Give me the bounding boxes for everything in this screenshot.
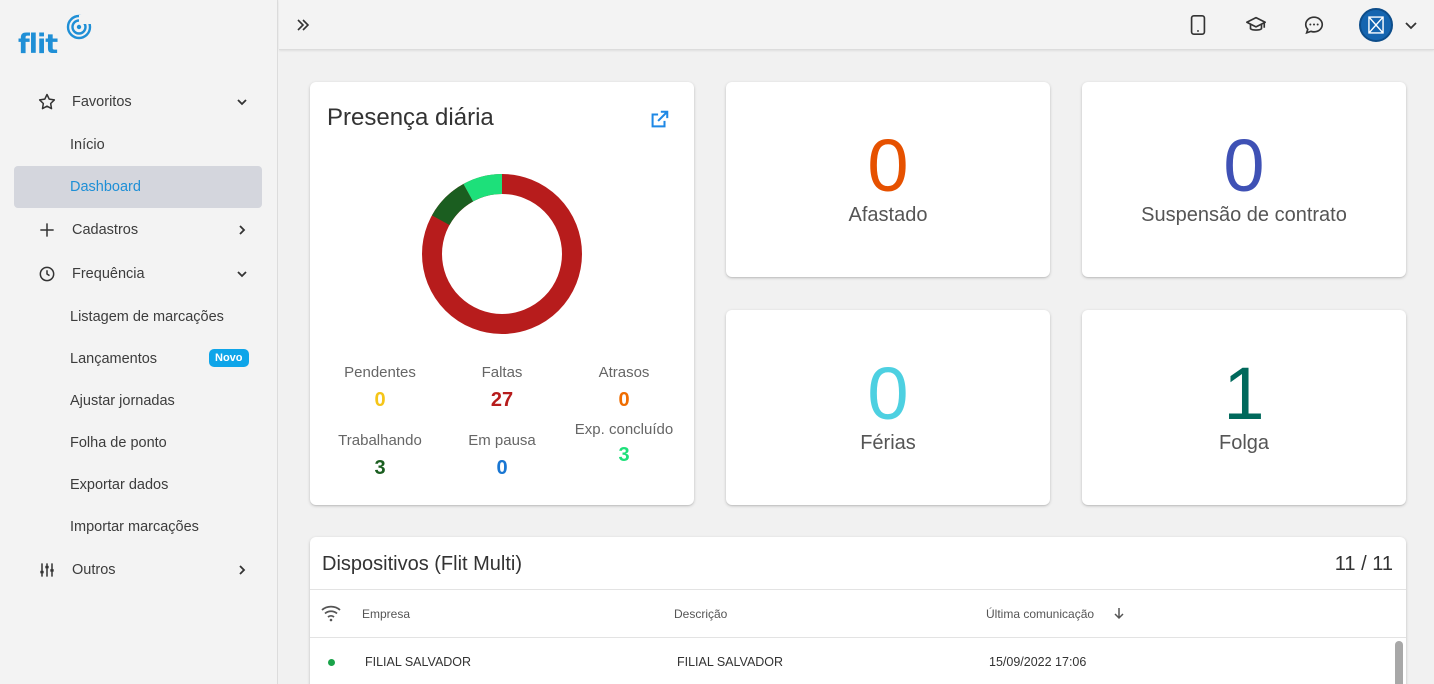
metric-ferias-value: 0 (867, 352, 909, 435)
stat-trabalhando-value: 3 (374, 457, 386, 479)
metric-card-suspensao[interactable]: 0 Suspensão de contrato (1082, 82, 1406, 277)
tablet-icon[interactable] (1187, 14, 1209, 36)
status-online-dot (328, 659, 335, 666)
stat-exp-concluido: Exp. concluído 3 (574, 420, 674, 467)
chevron-down-icon[interactable] (1403, 17, 1419, 33)
stat-trabalhando: Trabalhando 3 (320, 431, 440, 480)
nav-exportar-dados[interactable]: Exportar dados (0, 464, 278, 506)
presence-card: Presença diária Pendentes 0 Faltas 27 At… (310, 82, 694, 505)
column-header-ultima-comunicacao[interactable]: Última comunicação (986, 607, 1095, 621)
flit-logo[interactable]: flit (18, 14, 92, 60)
chevron-down-icon (237, 99, 247, 106)
chevron-right-icon (239, 565, 246, 575)
nav-favoritos[interactable]: Favoritos (0, 80, 278, 124)
nav-favoritos-label: Favoritos (72, 94, 132, 110)
nav-frequencia-label: Frequência (72, 266, 145, 282)
chevron-down-icon (237, 271, 247, 278)
avatar-logo-icon (1368, 16, 1384, 34)
sliders-icon (40, 563, 54, 577)
stat-exp-concluido-label: Exp. concluído (574, 421, 674, 438)
nav-dashboard-label: Dashboard (70, 179, 141, 195)
plus-icon (40, 223, 54, 237)
nav-folha-ponto[interactable]: Folha de ponto (0, 422, 278, 464)
nav-ajustar-jornadas[interactable]: Ajustar jornadas (0, 380, 278, 422)
nav-ajustar-label: Ajustar jornadas (70, 393, 175, 409)
nav-listagem-label: Listagem de marcações (70, 309, 224, 325)
nav-inicio-label: Início (70, 137, 105, 153)
open-external-icon[interactable] (648, 109, 670, 131)
stat-pendentes: Pendentes 0 (320, 363, 440, 412)
devices-card: Dispositivos (Flit Multi) 11 / 11 Empres… (310, 537, 1406, 684)
stat-em-pausa-value: 0 (496, 457, 508, 479)
star-icon (38, 93, 56, 110)
stat-em-pausa: Em pausa 0 (442, 431, 562, 480)
nav-inicio[interactable]: Início (0, 124, 278, 166)
stat-exp-concluido-value: 3 (618, 444, 630, 466)
devices-count: 11 / 11 (1334, 553, 1393, 575)
sidebar: flit Favoritos Início Dashboard Cadastro… (0, 0, 278, 684)
metric-folga-label: Folga (1218, 432, 1270, 454)
nav-cadastros-label: Cadastros (72, 222, 139, 238)
metric-card-afastado[interactable]: 0 Afastado (726, 82, 1050, 277)
nav-importar-marcacoes[interactable]: Importar marcações (0, 506, 278, 548)
sidebar-nav: Favoritos Início Dashboard Cadastros Fre… (0, 80, 278, 592)
wifi-icon (321, 605, 341, 622)
nav-cadastros[interactable]: Cadastros (0, 208, 278, 252)
metric-card-ferias[interactable]: 0 Férias (726, 310, 1050, 505)
devices-divider (310, 589, 1406, 590)
metric-ferias-label: Férias (860, 432, 916, 454)
clock-icon (39, 266, 55, 282)
nav-importar-label: Importar marcações (70, 519, 199, 535)
nav-outros[interactable]: Outros (0, 548, 278, 592)
chat-icon[interactable] (1303, 14, 1325, 36)
stat-faltas-value: 27 (490, 389, 514, 411)
metric-suspensao-value: 0 (1223, 124, 1265, 207)
new-badge: Novo (209, 349, 249, 367)
metric-folga-value: 1 (1223, 352, 1265, 435)
cell-descricao: FILIAL SALVADOR (677, 655, 784, 669)
chevron-right-icon (239, 225, 246, 235)
devices-title: Dispositivos (Flit Multi) (322, 553, 523, 575)
presence-donut-chart (422, 174, 582, 334)
stat-atrasos-label: Atrasos (598, 364, 650, 381)
nav-lancamentos-label: Lançamentos (70, 351, 158, 367)
nav-dashboard[interactable]: Dashboard (14, 166, 262, 208)
topbar (279, 0, 1434, 50)
nav-folha-label: Folha de ponto (70, 435, 167, 451)
metric-afastado-value: 0 (867, 124, 909, 207)
nav-listagem-marcacoes[interactable]: Listagem de marcações (0, 296, 278, 338)
metric-card-folga[interactable]: 1 Folga (1082, 310, 1406, 505)
logo-text: flit (18, 29, 58, 60)
stat-faltas-label: Faltas (481, 364, 523, 381)
stat-pendentes-label: Pendentes (344, 364, 416, 381)
stat-atrasos-value: 0 (618, 389, 630, 411)
devices-header-divider (310, 637, 1406, 638)
graduation-cap-icon[interactable] (1245, 14, 1267, 36)
cell-empresa: FILIAL SALVADOR (365, 655, 472, 669)
sort-arrow-down-icon[interactable] (1112, 606, 1126, 620)
presence-title: Presença diária (327, 104, 494, 131)
nav-exportar-label: Exportar dados (70, 477, 169, 493)
stat-faltas: Faltas 27 (442, 363, 562, 412)
stat-pendentes-value: 0 (374, 389, 386, 411)
table-scrollbar[interactable] (1395, 641, 1403, 684)
column-header-descricao[interactable]: Descrição (674, 607, 728, 621)
expand-sidebar-icon[interactable] (295, 17, 311, 33)
stat-trabalhando-label: Trabalhando (338, 432, 422, 449)
column-header-empresa[interactable]: Empresa (362, 607, 411, 621)
user-avatar[interactable] (1359, 8, 1393, 42)
metric-afastado-label: Afastado (848, 204, 928, 226)
nav-frequencia[interactable]: Frequência (0, 252, 278, 296)
metric-suspensao-label: Suspensão de contrato (1141, 204, 1347, 226)
nav-outros-label: Outros (72, 562, 116, 578)
nav-lancamentos[interactable]: Lançamentos Novo (0, 338, 278, 380)
stat-atrasos: Atrasos 0 (564, 363, 684, 412)
cell-ultima-comunicacao: 15/09/2022 17:06 (989, 655, 1087, 669)
stat-em-pausa-label: Em pausa (468, 432, 536, 449)
logo-spiral-icon (66, 14, 92, 40)
